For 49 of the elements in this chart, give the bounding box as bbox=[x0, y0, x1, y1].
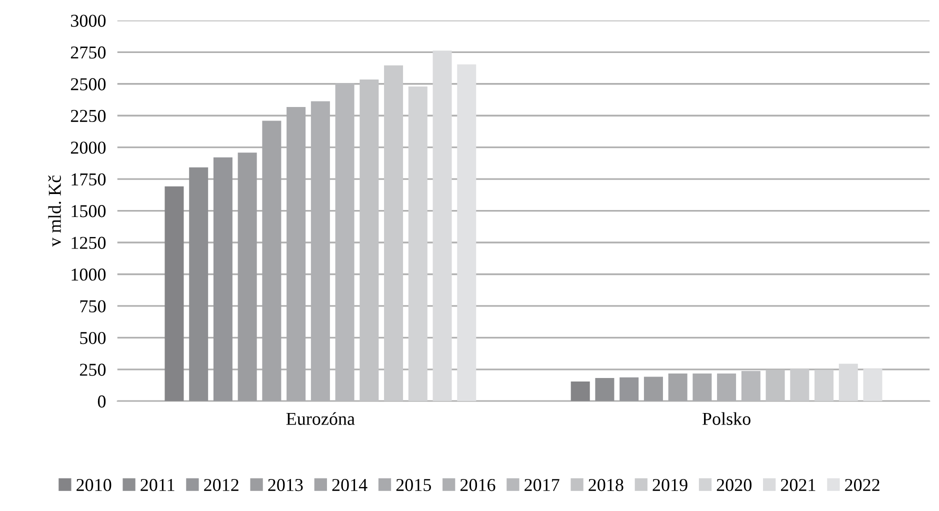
bar bbox=[432, 50, 452, 402]
legend-label: 2019 bbox=[652, 478, 688, 492]
bar bbox=[838, 364, 858, 402]
bar bbox=[360, 79, 379, 402]
legend-label: 2020 bbox=[716, 478, 752, 492]
x-tick-label: Polsko bbox=[702, 412, 750, 425]
legend-label: 2011 bbox=[140, 478, 174, 492]
bar bbox=[408, 86, 428, 402]
legend-label: 2018 bbox=[588, 478, 624, 492]
legend-label: 2014 bbox=[332, 478, 368, 492]
bar bbox=[644, 376, 663, 402]
legend-label: 2016 bbox=[460, 478, 496, 492]
y-tick-label: 2250 bbox=[70, 110, 106, 122]
y-tick-label: 2000 bbox=[70, 142, 106, 154]
y-tick-label: 2750 bbox=[70, 46, 106, 59]
legend-label: 2022 bbox=[845, 478, 880, 492]
bar bbox=[668, 373, 688, 402]
bar bbox=[570, 381, 590, 402]
bar bbox=[863, 368, 882, 402]
bar bbox=[595, 378, 614, 402]
legend-label: 2021 bbox=[780, 478, 816, 492]
y-tick-label: 1750 bbox=[72, 173, 106, 186]
bar bbox=[766, 370, 785, 402]
y-tick-label: 1500 bbox=[72, 205, 106, 218]
y-axis-title: v mld. Kč bbox=[48, 175, 62, 247]
y-tick-label: 750 bbox=[80, 300, 106, 312]
bar bbox=[457, 64, 476, 402]
y-tick-label: 3000 bbox=[71, 14, 106, 27]
y-tick-label: 1000 bbox=[72, 268, 106, 281]
bar bbox=[262, 120, 282, 402]
legend-label: 2012 bbox=[204, 478, 238, 492]
y-tick-label: 0 bbox=[98, 395, 106, 408]
y-tick-label: 500 bbox=[80, 332, 106, 344]
bar bbox=[164, 186, 184, 402]
y-tick-label: 1250 bbox=[72, 236, 106, 249]
bar bbox=[189, 167, 208, 402]
bar bbox=[790, 369, 810, 402]
bar bbox=[620, 377, 639, 402]
bar bbox=[384, 65, 404, 402]
legend-label: 2013 bbox=[268, 478, 303, 492]
bar bbox=[814, 370, 834, 402]
legend-label: 2017 bbox=[524, 478, 560, 492]
y-tick-label: 2500 bbox=[70, 78, 106, 90]
bar bbox=[213, 157, 232, 402]
y-tick-label: 250 bbox=[80, 364, 106, 376]
legend-label: 2010 bbox=[76, 478, 112, 492]
x-tick-label: Eurozóna bbox=[286, 412, 355, 425]
legend-label: 2015 bbox=[396, 478, 431, 492]
bar bbox=[238, 152, 257, 402]
